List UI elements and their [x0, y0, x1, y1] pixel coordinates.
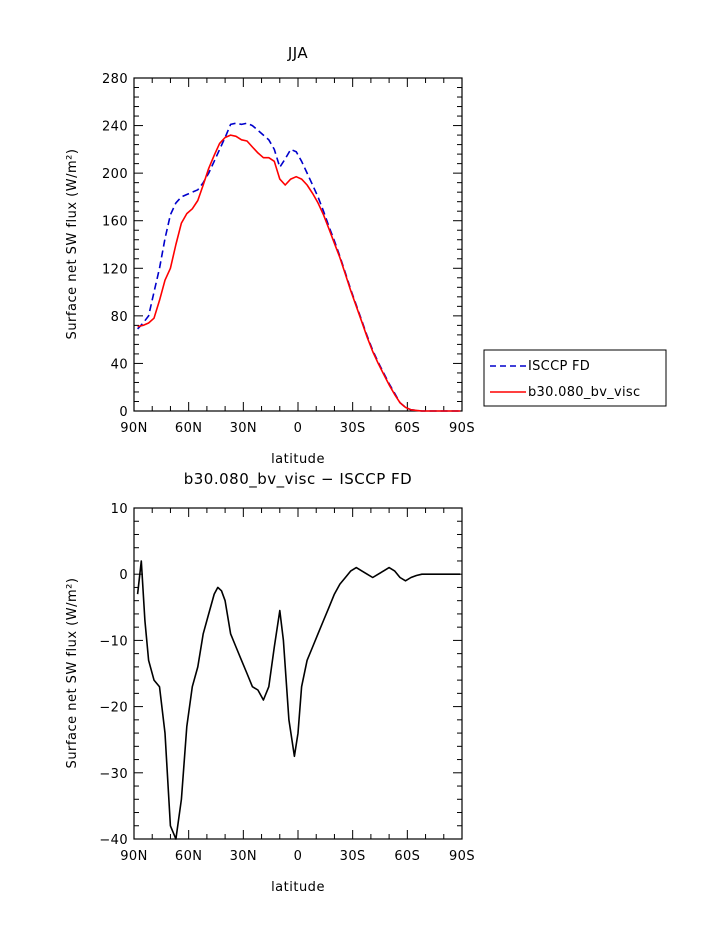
y-tick-label: 160: [102, 215, 128, 230]
legend-label-model: b30.080_bv_visc: [528, 385, 640, 400]
x-tick-label: 0: [294, 849, 303, 864]
x-tick-label: 30N: [230, 849, 257, 864]
x-tick-label: 90S: [449, 421, 475, 436]
bottom-xaxis-label: latitude: [271, 880, 325, 895]
y-tick-label: 280: [102, 72, 128, 87]
top-ticks: 90N 60N 30N 0 30S 60S 90S 0 40 80 120 160 200 240 280: [102, 72, 475, 436]
series-line-isccp-fd: [137, 122, 461, 412]
bottom-chart-title: b30.080_bv_visc − ISCCP FD: [184, 470, 413, 489]
y-tick-label: 0: [119, 568, 128, 583]
y-tick-label: 120: [102, 262, 128, 277]
x-tick-label: 90S: [449, 849, 475, 864]
x-tick-label: 0: [294, 421, 303, 436]
y-tick-label: 200: [102, 167, 128, 182]
top-chart-panel: JJA 90N 60N 30N 0 30S 60S 90S 0 40 80 120 160 200 240…: [65, 44, 667, 467]
x-tick-label: 30S: [340, 421, 366, 436]
top-chart-title: JJA: [287, 44, 309, 62]
top-xaxis-label: latitude: [271, 452, 325, 467]
x-tick-label: 60N: [175, 849, 202, 864]
x-tick-label: 30S: [340, 849, 366, 864]
x-tick-label: 90N: [120, 849, 147, 864]
legend: ISCCP FD b30.080_bv_visc: [483, 349, 667, 407]
y-tick-label: 40: [111, 357, 128, 372]
x-tick-label: 60S: [394, 849, 420, 864]
bottom-plot-frame: [133, 507, 463, 840]
y-tick-label: 10: [111, 502, 128, 517]
x-tick-label: 60S: [394, 421, 420, 436]
bottom-yaxis-label: Surface net SW flux (W/m²): [65, 578, 80, 769]
y-tick-label: 80: [111, 310, 128, 325]
top-plot-frame: [133, 77, 463, 412]
series-line-difference: [136, 560, 461, 840]
x-tick-label: 60N: [175, 421, 202, 436]
series-line-b30-080-bv-visc: [137, 134, 461, 412]
y-tick-label: 240: [102, 120, 128, 135]
top-series-group: [137, 122, 461, 412]
y-tick-label: −40: [99, 833, 128, 848]
y-tick-label: −30: [99, 767, 128, 782]
bottom-chart-panel: b30.080_bv_visc − ISCCP FD 90N 60N 30N 0 30S…: [65, 470, 475, 895]
y-tick-label: −20: [99, 701, 128, 716]
bottom-series-group: [136, 560, 461, 840]
x-tick-label: 30N: [230, 421, 257, 436]
legend-label-isccp: ISCCP FD: [528, 359, 590, 374]
y-tick-label: 0: [119, 405, 128, 420]
legend-box: [483, 349, 667, 407]
y-tick-label: −10: [99, 634, 128, 649]
bottom-ticks: 90N 60N 30N 0 30S 60S 90S −40 −30 −20 −10 0 10: [99, 502, 475, 864]
top-yaxis-label: Surface net SW flux (W/m²): [65, 149, 80, 340]
x-tick-label: 90N: [120, 421, 147, 436]
